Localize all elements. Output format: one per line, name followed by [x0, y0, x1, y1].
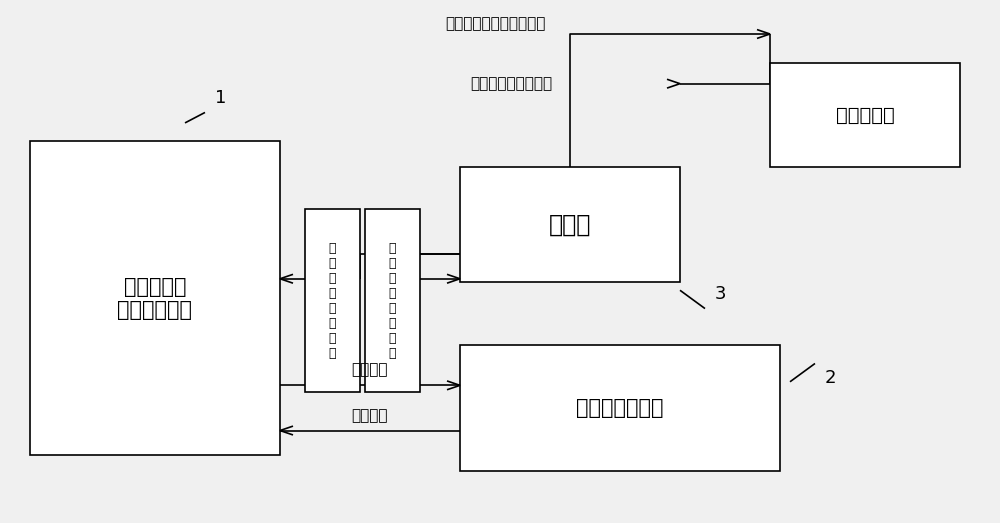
Text: 模
温
机
冷
媒
水
输
入: 模 温 机 冷 媒 水 输 入	[389, 242, 396, 360]
Text: 模温机: 模温机	[549, 213, 591, 237]
Text: 风冷式冷水机组: 风冷式冷水机组	[576, 398, 664, 418]
Text: 空气换热器: 空气换热器	[836, 106, 894, 124]
Text: 3: 3	[715, 286, 726, 303]
FancyBboxPatch shape	[365, 209, 420, 392]
FancyBboxPatch shape	[460, 345, 780, 471]
Text: 换热器的冷媒水输出: 换热器的冷媒水输出	[470, 76, 552, 91]
Text: 冷媒水输出至空气换热器: 冷媒水输出至空气换热器	[445, 16, 545, 31]
Text: 冷水保温箱
（恒温水箱）: 冷水保温箱 （恒温水箱）	[118, 277, 192, 320]
Text: 模
温
机
冷
媒
水
返
回: 模 温 机 冷 媒 水 返 回	[329, 242, 336, 360]
FancyBboxPatch shape	[305, 209, 360, 392]
FancyBboxPatch shape	[460, 167, 680, 282]
Text: 1: 1	[215, 89, 226, 107]
FancyBboxPatch shape	[770, 63, 960, 167]
Text: 2: 2	[825, 369, 836, 386]
Text: 冷水输入: 冷水输入	[352, 362, 388, 378]
Text: 冷水输出: 冷水输出	[352, 408, 388, 423]
FancyBboxPatch shape	[30, 141, 280, 455]
